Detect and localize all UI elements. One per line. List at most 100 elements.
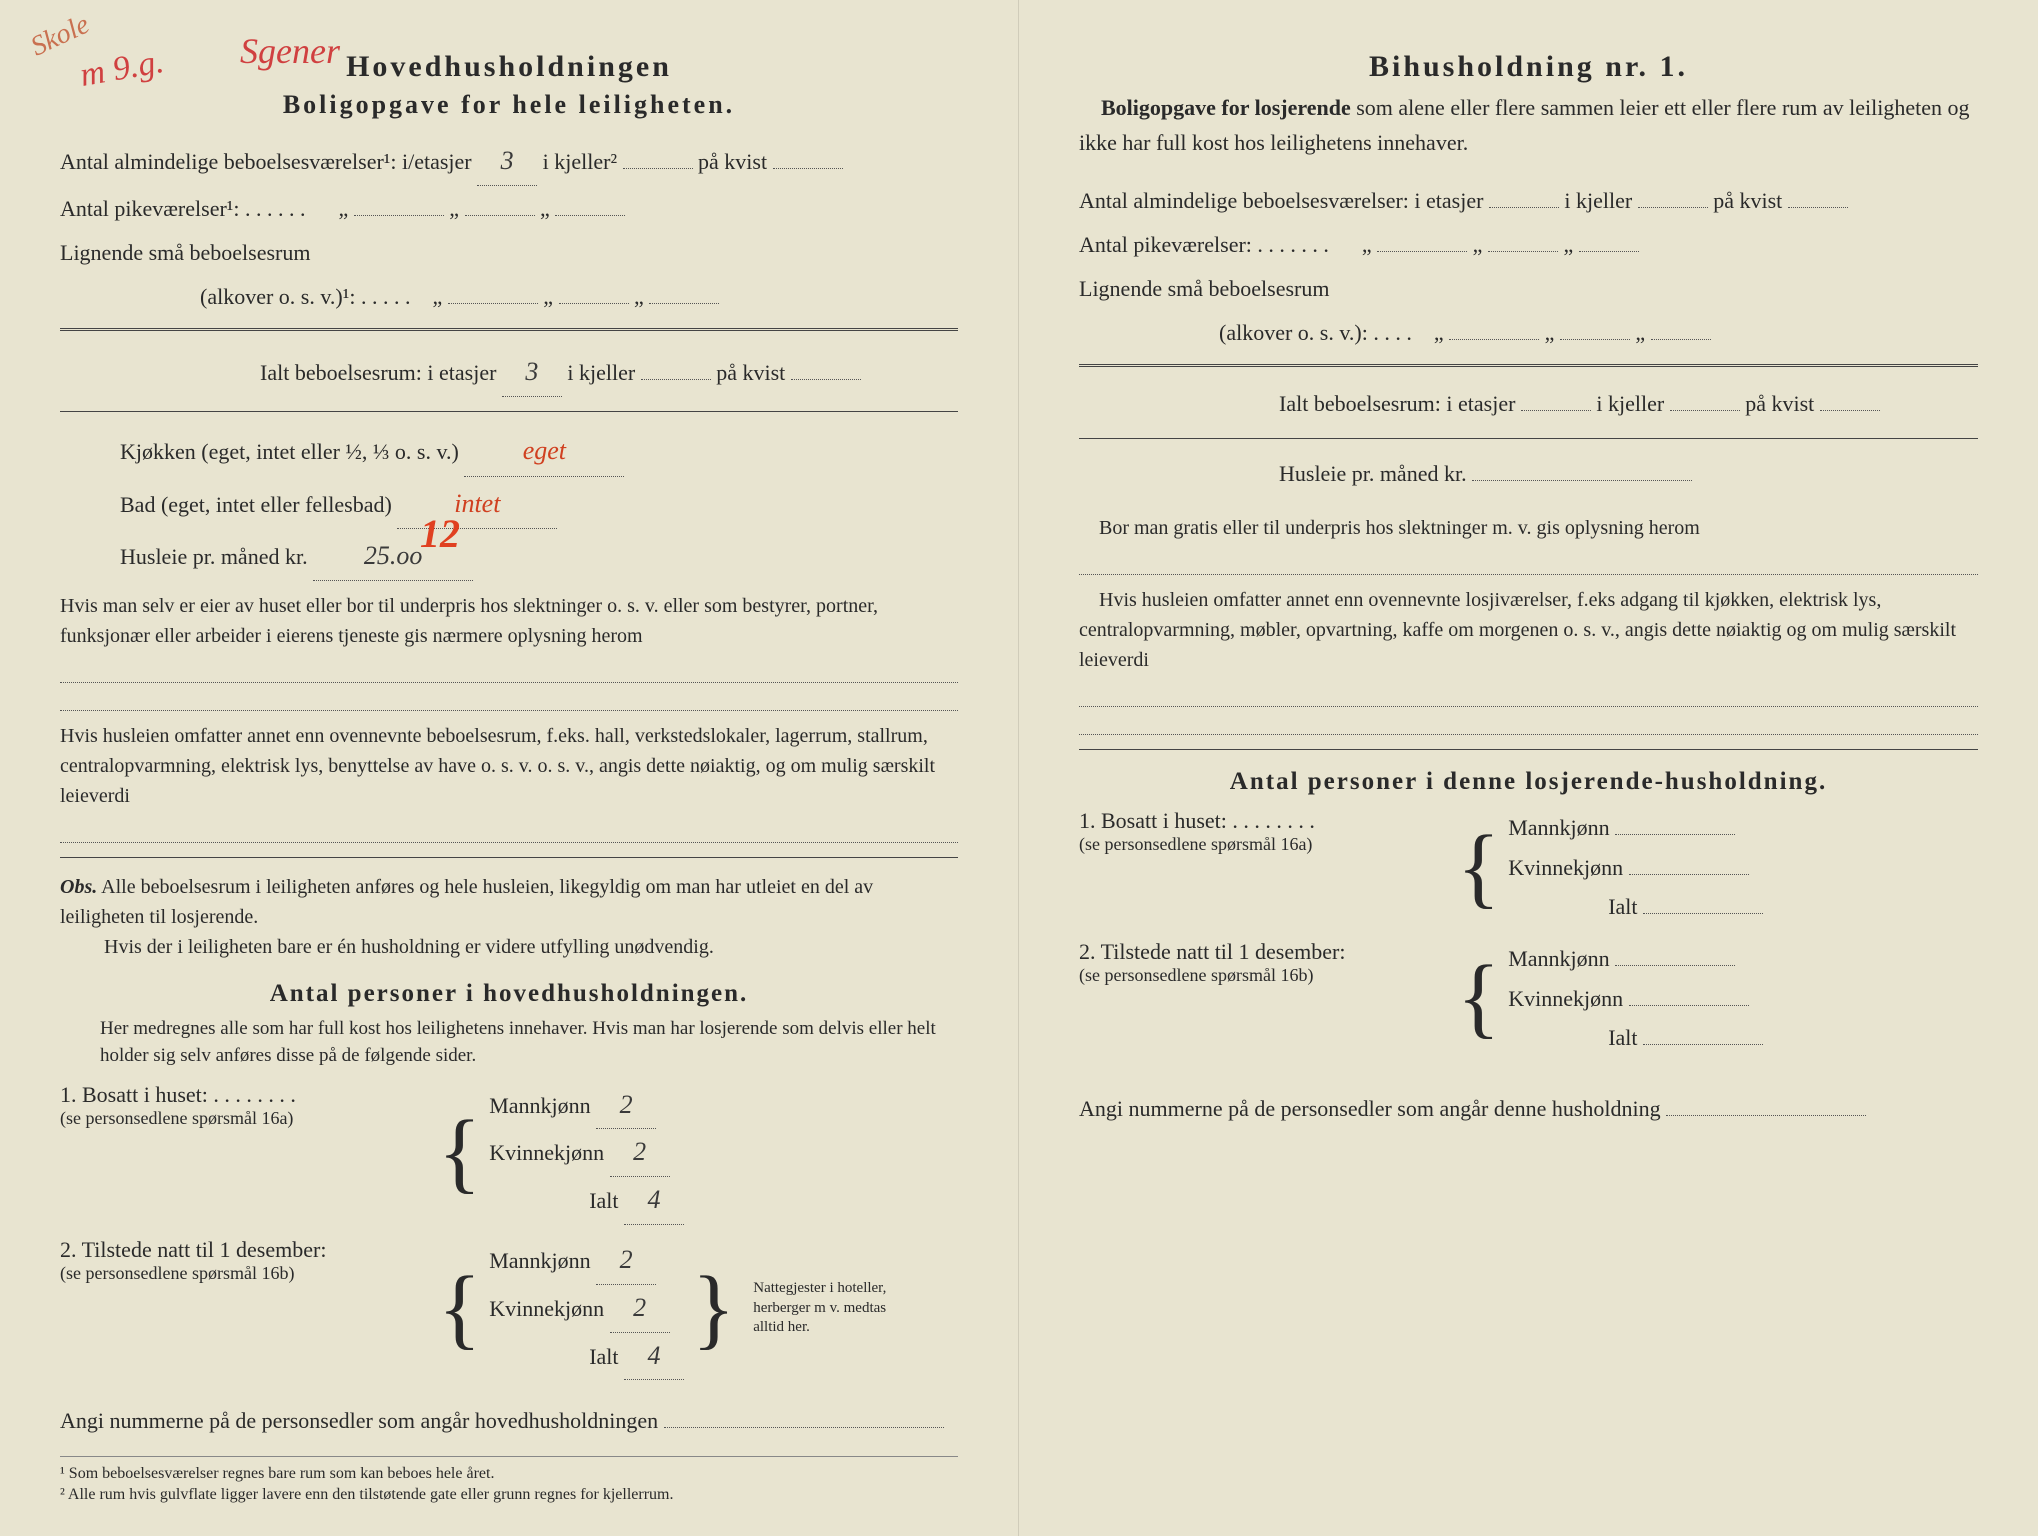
row-alkover-a: Lignende små beboelsesrum bbox=[60, 232, 958, 274]
right-title: Bihusholdning nr. 1. bbox=[1079, 50, 1978, 84]
blank bbox=[1488, 251, 1558, 252]
label: (alkover o. s. v.): . . . . bbox=[1219, 320, 1412, 345]
blank-line bbox=[1079, 553, 1978, 575]
blank bbox=[791, 379, 861, 380]
blank-line bbox=[1079, 685, 1978, 707]
rp1-label: 1. Bosatt i huset: . . . . . . . . (se p… bbox=[1079, 808, 1449, 855]
ialt-label: Ialt bbox=[1508, 894, 1637, 919]
p2-kvinne: 2 bbox=[610, 1285, 670, 1333]
label: i kjeller bbox=[567, 360, 635, 385]
r-note-2: Hvis husleien omfatter annet enn ovennev… bbox=[1079, 585, 1978, 675]
label: Husleie pr. måned kr. bbox=[120, 544, 308, 569]
obs-block: Obs. Alle beboelsesrum i leiligheten anf… bbox=[60, 872, 958, 962]
label: Kjøkken (eget, intet eller ½, ⅓ o. s. v.… bbox=[120, 439, 459, 464]
label: på kvist bbox=[1745, 391, 1814, 416]
val-kjokken: eget bbox=[464, 426, 624, 476]
p1-ialt: 4 bbox=[624, 1177, 684, 1225]
blank bbox=[649, 303, 719, 304]
num: 1. bbox=[60, 1082, 77, 1107]
label: Ialt beboelsesrum: i etasjer bbox=[1279, 391, 1515, 416]
label: Antal almindelige beboelsesværelser¹: i/… bbox=[60, 149, 472, 174]
rule bbox=[60, 411, 958, 412]
p1-mann: 2 bbox=[596, 1082, 656, 1130]
r-row-alkover-a: Lignende små beboelsesrum bbox=[1079, 268, 1978, 310]
brace-icon: { bbox=[1457, 832, 1500, 904]
row-pikevaerelser: Antal pikeværelser¹: . . . . . . „ „ „ bbox=[60, 188, 958, 230]
num: 1. bbox=[1079, 808, 1096, 833]
person-block-2: 2. Tilstede natt til 1 desember: (se per… bbox=[60, 1237, 958, 1380]
blank bbox=[448, 303, 538, 304]
label: Tilstede natt til 1 desember: bbox=[82, 1237, 327, 1262]
row-husleie: Husleie pr. måned kr. 25.oo bbox=[60, 531, 958, 581]
footnote-1: ¹ Som beboelsesværelser regnes bare rum … bbox=[60, 1465, 958, 1483]
right-page: Bihusholdning nr. 1. Boligopgave for los… bbox=[1019, 0, 2038, 1536]
blank bbox=[555, 215, 625, 216]
blank bbox=[773, 168, 843, 169]
label: i kjeller bbox=[1564, 188, 1632, 213]
label: Husleie pr. måned kr. bbox=[1279, 461, 1467, 486]
ialt-label: Ialt bbox=[489, 1344, 618, 1369]
annotation-12: 12 bbox=[420, 510, 460, 557]
label: Angi nummerne på de personsedler som ang… bbox=[60, 1408, 658, 1433]
brace-icon: { bbox=[1457, 962, 1500, 1034]
blank bbox=[354, 215, 444, 216]
r-row-alkover-b: (alkover o. s. v.): . . . . „ „ „ bbox=[1079, 312, 1978, 354]
kvinne-label: Kvinnekjønn bbox=[1508, 986, 1623, 1011]
blank bbox=[641, 379, 711, 380]
val-etasjer: 3 bbox=[477, 136, 537, 186]
annotation-top-red: Sgener bbox=[240, 30, 340, 72]
blank bbox=[664, 1427, 944, 1428]
r-husleie: Husleie pr. måned kr. bbox=[1079, 453, 1978, 495]
label: Bad (eget, intet eller fellesbad) bbox=[120, 492, 392, 517]
brace-icon: { bbox=[438, 1117, 481, 1189]
rule bbox=[60, 328, 958, 331]
bottom-line: Angi nummerne på de personsedler som ang… bbox=[60, 1400, 958, 1442]
label: på kvist bbox=[1713, 188, 1782, 213]
blank bbox=[1615, 834, 1735, 835]
label: Ialt beboelsesrum: i etasjer bbox=[260, 360, 496, 385]
p1-label: 1. Bosatt i huset: . . . . . . . . (se p… bbox=[60, 1082, 430, 1129]
rp2-label: 2. Tilstede natt til 1 desember: (se per… bbox=[1079, 939, 1449, 986]
p2-mann: 2 bbox=[596, 1237, 656, 1285]
left-title: Hovedhusholdningen bbox=[60, 50, 958, 84]
rule bbox=[1079, 749, 1978, 750]
right-intro: Boligopgave for losjerende som alene ell… bbox=[1079, 90, 1978, 160]
blank bbox=[465, 215, 535, 216]
blank bbox=[1629, 874, 1749, 875]
person-block-1: 1. Bosatt i huset: . . . . . . . . (se p… bbox=[60, 1082, 958, 1225]
obs-label: Obs. bbox=[60, 876, 97, 898]
sub: (se personsedlene spørsmål 16a) bbox=[60, 1108, 430, 1129]
row-alkover-b: (alkover o. s. v.)¹: . . . . . „ „ „ bbox=[60, 276, 958, 318]
blank bbox=[1788, 207, 1848, 208]
kvinne-label: Kvinnekjønn bbox=[1508, 855, 1623, 880]
obs-text: Alle beboelsesrum i leiligheten anføres … bbox=[60, 876, 873, 928]
blank-line bbox=[60, 821, 958, 843]
blank bbox=[1643, 1044, 1763, 1045]
blank-line bbox=[60, 661, 958, 683]
brace-icon: { bbox=[438, 1273, 481, 1345]
label: Bosatt i huset: . . . . . . . . bbox=[1101, 808, 1315, 833]
blank bbox=[1449, 339, 1539, 340]
label: på kvist bbox=[716, 360, 785, 385]
row-bad: Bad (eget, intet eller fellesbad) intet bbox=[60, 479, 958, 529]
rp2-values: Mannkjønn Kvinnekjønn Ialt bbox=[1508, 939, 1763, 1058]
obs-text2: Hvis der i leiligheten bare er én hushol… bbox=[60, 932, 714, 962]
blank bbox=[1579, 251, 1639, 252]
brace-icon: } bbox=[692, 1273, 735, 1345]
rule bbox=[60, 857, 958, 858]
r-person-block-2: 2. Tilstede natt til 1 desember: (se per… bbox=[1079, 939, 1978, 1058]
p2-ialt: 4 bbox=[624, 1333, 684, 1381]
sub: (se personsedlene spørsmål 16b) bbox=[60, 1263, 430, 1284]
blank-line bbox=[60, 689, 958, 711]
val-ialt-etasjer: 3 bbox=[502, 347, 562, 397]
blank bbox=[1629, 1005, 1749, 1006]
blank bbox=[1638, 207, 1708, 208]
note-2: Hvis husleien omfatter annet enn ovennev… bbox=[60, 721, 958, 811]
blank bbox=[1377, 251, 1467, 252]
footnote-2: ² Alle rum hvis gulvflate ligger lavere … bbox=[60, 1486, 958, 1504]
mann-label: Mannkjønn bbox=[1508, 946, 1609, 971]
p1-kvinne: 2 bbox=[610, 1129, 670, 1177]
blank bbox=[559, 303, 629, 304]
ialt-label: Ialt bbox=[489, 1188, 618, 1213]
r-note-1: Bor man gratis eller til underpris hos s… bbox=[1079, 513, 1978, 543]
